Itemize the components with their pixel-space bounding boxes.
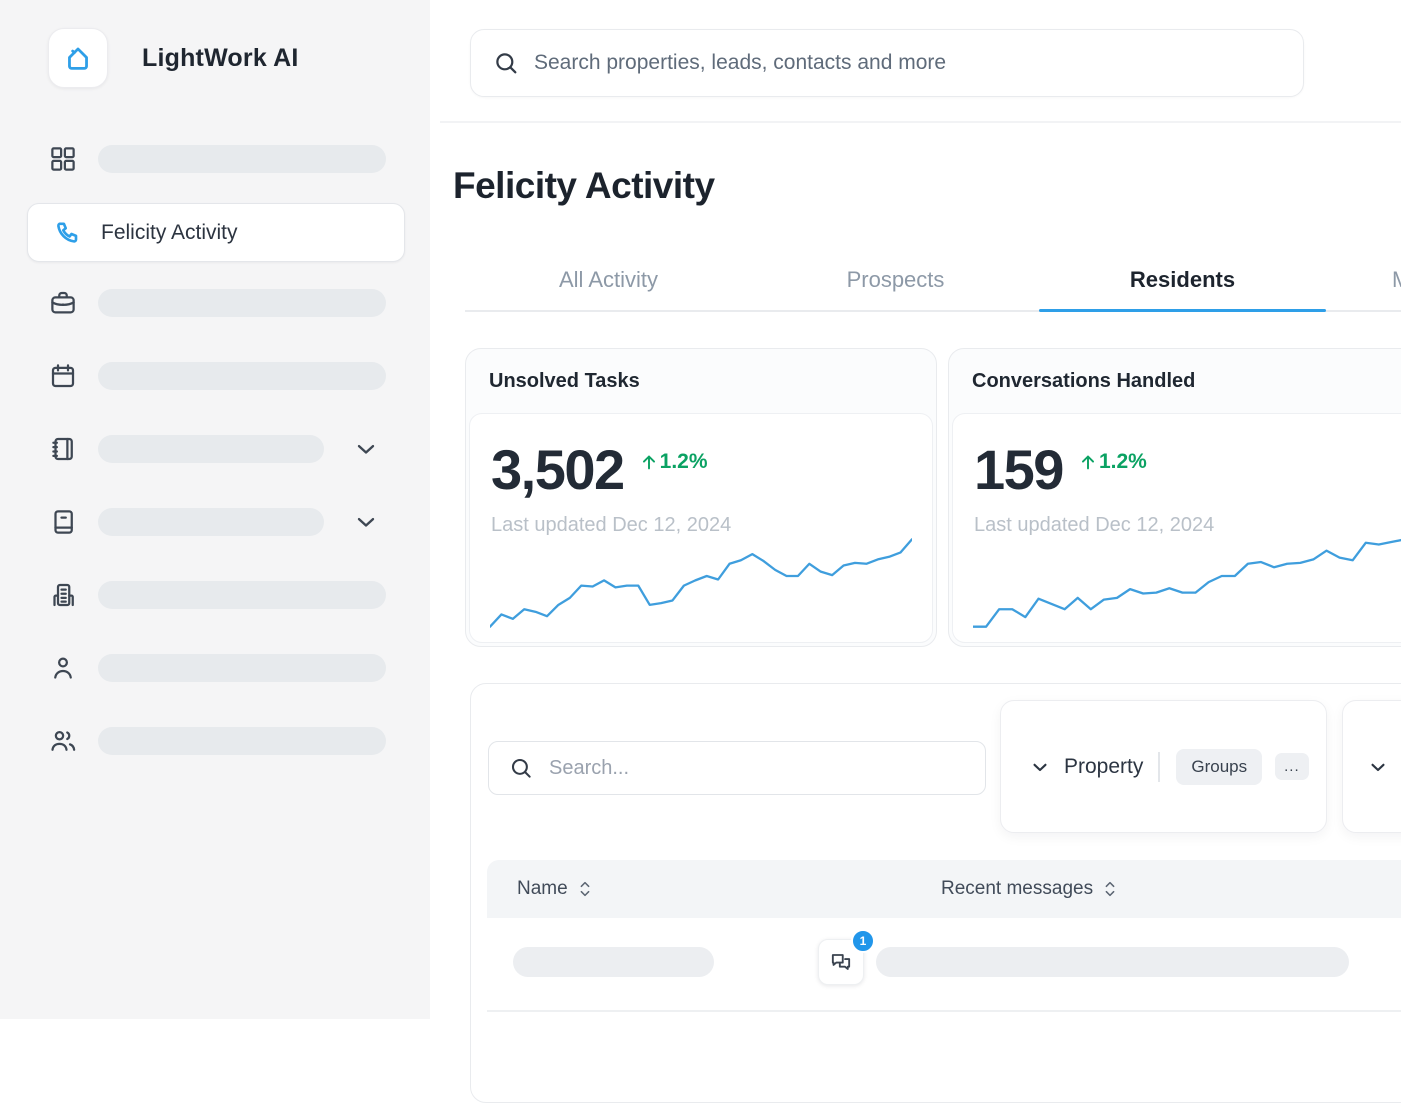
- nav-label-placeholder: [98, 362, 386, 390]
- global-search-placeholder: Search properties, leads, contacts and m…: [534, 51, 947, 74]
- nav-label-placeholder: [98, 508, 324, 536]
- search-icon: [492, 49, 520, 77]
- sidebar-item-calendar[interactable]: [48, 361, 386, 391]
- filter-divider: [1158, 751, 1161, 782]
- nav-label-placeholder: [98, 581, 386, 609]
- people-icon: [48, 726, 78, 756]
- phone-icon: [53, 218, 83, 248]
- global-search-input[interactable]: Search properties, leads, contacts and m…: [470, 29, 1304, 97]
- main-area: Search properties, leads, contacts and m…: [430, 0, 1401, 1103]
- message-placeholder: [876, 947, 1349, 977]
- stat-card-body: 3,502 1.2% Last updated Dec 12, 2024: [469, 413, 933, 643]
- app-title: LightWork AI: [142, 43, 299, 72]
- property-filter[interactable]: Property Groups ...: [1000, 700, 1327, 833]
- notebook-icon: [48, 434, 78, 464]
- stat-card-title: Conversations Handled: [972, 370, 1196, 392]
- column-header-recent-messages[interactable]: Recent messages: [941, 860, 1118, 918]
- stat-delta: 1.2%: [638, 450, 708, 474]
- sidebar-item-building[interactable]: [48, 580, 386, 610]
- groups-button[interactable]: Groups: [1176, 748, 1263, 785]
- name-placeholder: [513, 947, 714, 977]
- chevron-down-icon[interactable]: [352, 435, 380, 463]
- column-header-name[interactable]: Name: [517, 860, 593, 918]
- sort-icon: [577, 879, 593, 899]
- nav-label-placeholder: [98, 654, 386, 682]
- page-title: Felicity Activity: [453, 165, 715, 206]
- building-icon: [48, 580, 78, 610]
- stat-delta: 1.2%: [1077, 450, 1147, 474]
- stat-card-body: 159 1.2% Last updated Dec 12, 2024: [952, 413, 1401, 643]
- sidebar-item-label: Felicity Activity: [101, 220, 238, 244]
- stat-updated: Last updated Dec 12, 2024: [491, 514, 732, 536]
- sparkline-chart: [490, 537, 912, 629]
- tab-residents[interactable]: Residents: [1039, 250, 1326, 312]
- nav-label-placeholder: [98, 727, 386, 755]
- chevron-down-icon[interactable]: [1366, 755, 1390, 779]
- stat-card-conversations-handled: Conversations Handled 159 1.2% Last upda…: [948, 348, 1401, 647]
- sidebar-item-book[interactable]: [48, 507, 380, 537]
- stat-updated: Last updated Dec 12, 2024: [974, 514, 1215, 536]
- header-divider: [440, 121, 1401, 123]
- chevron-down-icon[interactable]: [1028, 755, 1052, 779]
- sidebar-item-dashboard[interactable]: [48, 144, 386, 174]
- briefcase-icon: [48, 288, 78, 318]
- tab-all-activity[interactable]: All Activity: [558, 267, 659, 292]
- nav-label-placeholder: [98, 289, 386, 317]
- more-options-button[interactable]: ...: [1275, 753, 1309, 780]
- sidebar-item-felicity-activity[interactable]: Felicity Activity: [27, 203, 405, 262]
- sidebar-item-people[interactable]: [48, 726, 386, 756]
- book-icon: [48, 507, 78, 537]
- search-icon: [508, 755, 534, 781]
- stat-value: 3,502: [491, 438, 625, 501]
- chevron-down-icon[interactable]: [352, 508, 380, 536]
- nav-label-placeholder: [98, 145, 386, 173]
- chat-button[interactable]: 1: [818, 929, 875, 985]
- arrow-up-icon: [638, 451, 660, 473]
- arrow-up-icon: [1077, 451, 1099, 473]
- chat-bubbles-icon: [827, 948, 855, 976]
- sort-icon: [1102, 879, 1118, 899]
- sidebar-item-notebook[interactable]: [48, 434, 380, 464]
- home-icon: [62, 42, 94, 74]
- nav-label-placeholder: [98, 435, 324, 463]
- app-logo-row: LightWork AI: [48, 28, 299, 88]
- sidebar-item-briefcase[interactable]: [48, 288, 386, 318]
- calendar-icon: [48, 361, 78, 391]
- sidebar-item-person[interactable]: [48, 653, 386, 683]
- tab-bar: All Activity Prospects Residents M: [465, 250, 1401, 312]
- stat-card-unsolved-tasks: Unsolved Tasks 3,502 1.2% Last updated D…: [465, 348, 937, 647]
- sidebar: LightWork AI Felicity Activity: [0, 0, 430, 1019]
- table-header: Name Recent messages: [487, 860, 1401, 918]
- sparkline-chart: [973, 537, 1401, 629]
- dashboard-grid-icon: [48, 144, 78, 174]
- unread-badge: 1: [851, 929, 875, 953]
- secondary-filter[interactable]: [1342, 700, 1401, 833]
- tab-prospects[interactable]: Prospects: [846, 267, 945, 292]
- app-logo[interactable]: [48, 28, 108, 88]
- tab-truncated[interactable]: M: [1326, 250, 1401, 310]
- stat-value: 159: [974, 438, 1064, 501]
- list-search-input[interactable]: Search...: [488, 741, 986, 795]
- list-search-placeholder: Search...: [549, 756, 630, 779]
- person-icon: [48, 653, 78, 683]
- property-filter-label: Property: [1064, 754, 1144, 778]
- table-row[interactable]: 1: [487, 918, 1401, 1012]
- stat-card-title: Unsolved Tasks: [489, 370, 640, 392]
